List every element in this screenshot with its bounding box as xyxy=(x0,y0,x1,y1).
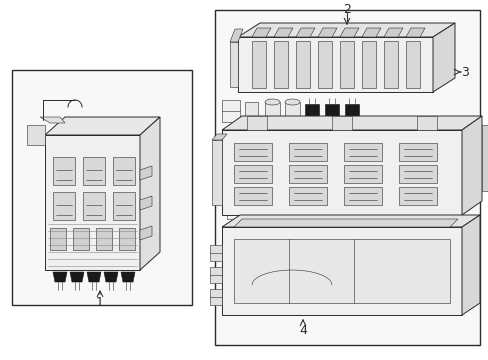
Polygon shape xyxy=(119,228,135,250)
Polygon shape xyxy=(234,165,271,183)
Polygon shape xyxy=(432,23,454,92)
Polygon shape xyxy=(383,41,397,88)
Polygon shape xyxy=(383,28,402,37)
Bar xyxy=(285,130,299,150)
Polygon shape xyxy=(222,100,240,122)
Polygon shape xyxy=(251,41,265,88)
Ellipse shape xyxy=(285,127,299,133)
Polygon shape xyxy=(295,28,314,37)
Polygon shape xyxy=(288,165,326,183)
Polygon shape xyxy=(244,102,258,120)
Bar xyxy=(264,130,280,150)
Polygon shape xyxy=(83,157,105,185)
Polygon shape xyxy=(343,187,381,205)
Polygon shape xyxy=(345,129,358,147)
Polygon shape xyxy=(27,125,45,145)
Polygon shape xyxy=(140,117,160,270)
Polygon shape xyxy=(140,196,152,210)
Polygon shape xyxy=(45,117,160,135)
Polygon shape xyxy=(209,289,222,305)
Polygon shape xyxy=(96,228,112,250)
Polygon shape xyxy=(70,272,84,282)
Polygon shape xyxy=(246,116,266,130)
Polygon shape xyxy=(343,165,381,183)
Polygon shape xyxy=(273,28,292,37)
Polygon shape xyxy=(305,129,318,147)
Text: 1: 1 xyxy=(96,297,104,310)
Bar xyxy=(264,102,280,122)
Text: 2: 2 xyxy=(343,3,350,15)
Bar xyxy=(12,70,192,305)
Polygon shape xyxy=(325,129,338,147)
Polygon shape xyxy=(140,166,152,180)
Polygon shape xyxy=(288,143,326,161)
Bar xyxy=(215,10,479,345)
Ellipse shape xyxy=(264,127,280,133)
Polygon shape xyxy=(238,23,454,37)
Polygon shape xyxy=(229,42,238,87)
Polygon shape xyxy=(461,116,481,215)
Polygon shape xyxy=(405,41,419,88)
Polygon shape xyxy=(345,104,358,122)
Polygon shape xyxy=(317,28,336,37)
Polygon shape xyxy=(405,28,424,37)
Polygon shape xyxy=(305,104,318,122)
Polygon shape xyxy=(398,187,436,205)
Polygon shape xyxy=(273,41,287,88)
Polygon shape xyxy=(113,157,135,185)
Polygon shape xyxy=(222,157,227,162)
Text: 3: 3 xyxy=(460,66,468,78)
Polygon shape xyxy=(238,37,432,92)
Polygon shape xyxy=(222,130,461,215)
Bar xyxy=(285,102,299,122)
Polygon shape xyxy=(209,267,222,283)
Polygon shape xyxy=(325,104,338,122)
Polygon shape xyxy=(361,41,375,88)
Polygon shape xyxy=(222,116,481,130)
Polygon shape xyxy=(343,143,381,161)
Ellipse shape xyxy=(264,99,280,105)
Polygon shape xyxy=(234,239,449,303)
Text: 4: 4 xyxy=(299,324,306,337)
Polygon shape xyxy=(212,134,226,140)
Polygon shape xyxy=(295,41,309,88)
Polygon shape xyxy=(331,116,351,130)
Polygon shape xyxy=(481,125,488,191)
Polygon shape xyxy=(212,140,222,205)
Polygon shape xyxy=(53,157,75,185)
Polygon shape xyxy=(361,28,380,37)
Polygon shape xyxy=(339,41,353,88)
Polygon shape xyxy=(398,165,436,183)
Polygon shape xyxy=(317,41,331,88)
Polygon shape xyxy=(50,228,66,250)
Polygon shape xyxy=(416,116,436,130)
Polygon shape xyxy=(222,227,461,315)
Polygon shape xyxy=(83,192,105,220)
Polygon shape xyxy=(40,117,65,123)
Polygon shape xyxy=(87,272,101,282)
Polygon shape xyxy=(73,228,89,250)
Polygon shape xyxy=(234,143,271,161)
Polygon shape xyxy=(113,192,135,220)
Polygon shape xyxy=(339,28,358,37)
Polygon shape xyxy=(234,219,457,227)
Polygon shape xyxy=(461,215,479,315)
Polygon shape xyxy=(140,226,152,240)
Ellipse shape xyxy=(285,99,299,105)
Polygon shape xyxy=(53,272,67,282)
Polygon shape xyxy=(398,143,436,161)
Polygon shape xyxy=(234,187,271,205)
Polygon shape xyxy=(222,215,479,227)
Polygon shape xyxy=(222,137,242,157)
Polygon shape xyxy=(45,135,140,270)
Polygon shape xyxy=(53,192,75,220)
Polygon shape xyxy=(104,272,118,282)
Polygon shape xyxy=(229,29,243,42)
Polygon shape xyxy=(121,272,135,282)
Polygon shape xyxy=(209,245,222,261)
Polygon shape xyxy=(251,28,270,37)
Polygon shape xyxy=(288,187,326,205)
